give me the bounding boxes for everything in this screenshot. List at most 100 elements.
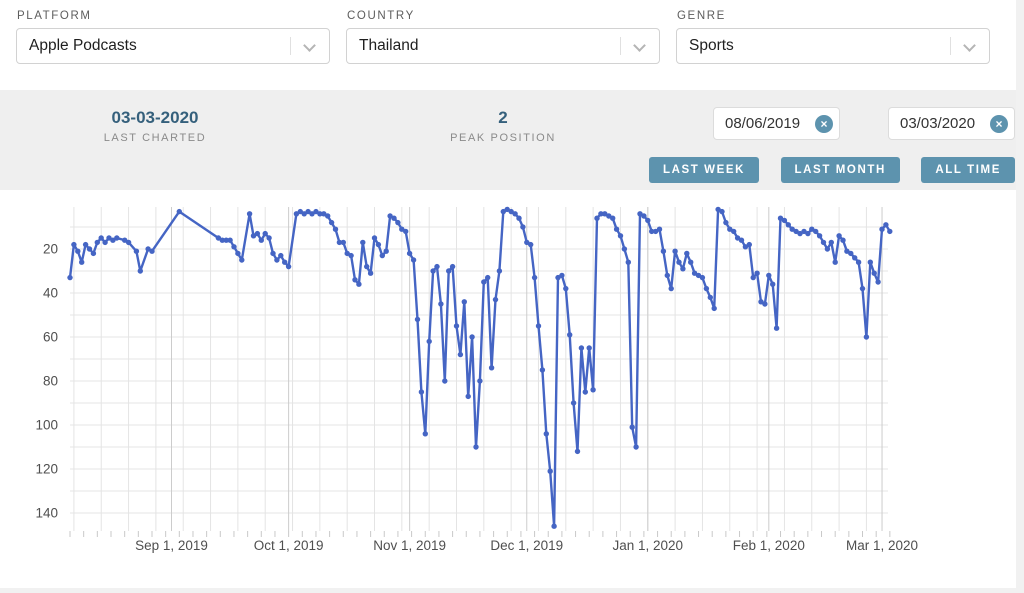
data-point[interactable] [395,219,401,226]
data-point[interactable] [773,325,780,331]
data-point[interactable] [340,239,346,246]
genre-select[interactable]: Sports [676,28,990,64]
data-point[interactable] [574,448,581,455]
data-point[interactable] [578,345,585,351]
data-point[interactable] [879,226,885,232]
data-point[interactable] [94,239,101,246]
data-point[interactable] [531,274,538,281]
data-point[interactable] [738,237,745,243]
position-history-chart[interactable]: 20 40 60 80 100 120 140 Sep 1, 2019 Oct 1, 2019 N… [0,190,1016,588]
data-point[interactable] [855,259,862,265]
data-point[interactable] [235,250,241,257]
data-point[interactable] [887,228,893,235]
data-point[interactable] [442,378,448,384]
data-point[interactable] [707,294,713,301]
data-point[interactable] [473,444,479,450]
data-point[interactable] [516,215,522,221]
data-point[interactable] [125,239,132,246]
data-point[interactable] [457,351,464,358]
data-point[interactable] [176,208,182,215]
data-point[interactable] [699,274,706,281]
data-point[interactable] [723,219,729,226]
platform-select[interactable]: Apple Podcasts [16,28,330,64]
data-point[interactable] [719,208,725,215]
data-point[interactable] [67,274,73,281]
data-point[interactable] [766,272,772,279]
data-point[interactable] [328,219,335,226]
data-point[interactable] [446,268,452,274]
data-point[interactable] [477,378,483,384]
data-point[interactable] [746,241,752,248]
data-point[interactable] [551,523,557,529]
data-point[interactable] [414,316,421,323]
data-point[interactable] [754,270,760,276]
data-point[interactable] [254,230,261,237]
data-point[interactable] [266,235,272,241]
data-point[interactable] [375,241,382,248]
data-point[interactable] [219,237,225,243]
clear-start-date-button[interactable]: × [815,114,833,133]
data-point[interactable] [684,250,690,257]
data-point[interactable] [227,237,233,243]
data-point[interactable] [285,263,292,270]
data-point[interactable] [465,393,471,400]
data-point[interactable] [371,235,378,241]
data-point[interactable] [617,233,624,239]
data-point[interactable] [785,222,791,228]
data-point[interactable] [102,239,108,246]
data-point[interactable] [871,270,877,276]
data-point[interactable] [520,224,526,230]
data-point[interactable] [613,226,620,232]
data-point[interactable] [367,270,374,276]
data-point[interactable] [438,301,444,307]
data-point[interactable] [364,263,370,270]
data-point[interactable] [567,332,573,338]
data-point[interactable] [223,237,229,243]
data-point[interactable] [836,233,842,239]
data-point[interactable] [430,268,436,274]
data-point[interactable] [621,246,628,252]
data-point[interactable] [598,211,604,217]
data-point[interactable] [98,235,104,241]
data-point[interactable] [75,248,81,254]
clear-end-date-button[interactable]: × [990,114,1008,133]
data-point[interactable] [840,237,846,243]
data-point[interactable] [79,259,85,265]
data-point[interactable] [852,255,858,261]
data-point[interactable] [805,230,811,237]
data-point[interactable] [418,389,425,395]
data-point[interactable] [426,338,432,345]
end-date-input[interactable]: 03/03/2020 × [888,107,1015,140]
last-week-button[interactable]: LAST WEEK [648,157,760,183]
data-point[interactable] [711,305,717,312]
data-point[interactable] [82,241,89,248]
data-point[interactable] [149,248,155,254]
data-point[interactable] [410,257,417,263]
data-point[interactable] [262,230,268,237]
data-point[interactable] [496,268,503,274]
data-point[interactable] [645,217,651,224]
data-point[interactable] [270,250,276,257]
data-point[interactable] [274,257,280,263]
data-point[interactable] [528,241,534,248]
data-point[interactable] [672,248,678,254]
data-point[interactable] [512,211,518,217]
data-point[interactable] [309,211,315,217]
data-point[interactable] [406,250,413,257]
start-date-input[interactable]: 08/06/2019 × [713,107,840,140]
data-point[interactable] [71,241,77,248]
data-point[interactable] [403,228,409,235]
data-point[interactable] [797,230,803,237]
data-point[interactable] [90,250,97,257]
data-point[interactable] [660,248,667,254]
data-point[interactable] [332,226,339,232]
data-point[interactable] [570,400,577,406]
data-point[interactable] [816,233,823,239]
data-point[interactable] [379,252,385,259]
data-point[interactable] [246,211,253,217]
data-point[interactable] [770,281,776,287]
data-point[interactable] [610,215,616,221]
data-point[interactable] [391,215,397,221]
data-point[interactable] [859,285,866,292]
data-point[interactable] [543,431,549,437]
